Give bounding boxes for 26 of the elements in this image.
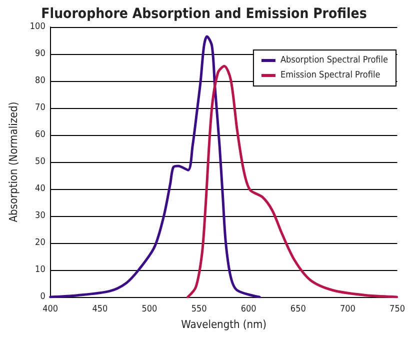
- x-tick-label: 550: [191, 304, 207, 314]
- legend-label: Absorption Spectral Profile: [280, 56, 388, 66]
- x-axis-title: Wavelength (nm): [181, 318, 267, 331]
- chart-title: Fluorophore Absorption and Emission Profiles: [41, 6, 367, 22]
- x-tick-label: 700: [340, 304, 356, 314]
- x-tick-label: 750: [390, 304, 405, 314]
- y-axis-title: Absorption (Normalized): [7, 102, 20, 222]
- y-tick-label: 80: [35, 76, 46, 86]
- y-tick-label: 0: [40, 292, 46, 302]
- y-tick-label: 60: [35, 130, 46, 140]
- x-tick-label: 500: [142, 304, 158, 314]
- y-tick-label: 40: [35, 184, 46, 194]
- y-tick-label: 10: [35, 265, 46, 275]
- y-tick-label: 50: [35, 157, 46, 167]
- line-series: [49, 35, 261, 298]
- x-tick-label: 400: [42, 304, 58, 314]
- x-tick-label: 650: [290, 304, 306, 314]
- y-tick-label: 70: [35, 103, 46, 113]
- y-tick-label: 30: [35, 211, 46, 221]
- y-tick-label: 20: [35, 238, 46, 248]
- y-tick-label: 100: [30, 22, 46, 32]
- x-tick-label: 600: [240, 304, 256, 314]
- line-series: [186, 64, 398, 298]
- x-tick-label: 450: [92, 304, 108, 314]
- legend-label: Emission Spectral Profile: [280, 70, 380, 80]
- y-tick-label: 90: [35, 49, 46, 59]
